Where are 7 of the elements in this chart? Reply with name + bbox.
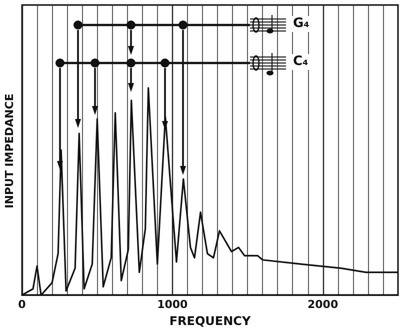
x-axis-title: FREQUENCY	[169, 314, 251, 328]
x-tick-label: 1000	[157, 298, 188, 312]
text: G₄	[293, 16, 310, 31]
x-tick-label: 0	[18, 298, 26, 312]
text: C₄	[293, 54, 308, 69]
y-axis-title: INPUT IMPEDANCE	[3, 94, 16, 208]
x-tick-label: 2000	[307, 298, 338, 312]
